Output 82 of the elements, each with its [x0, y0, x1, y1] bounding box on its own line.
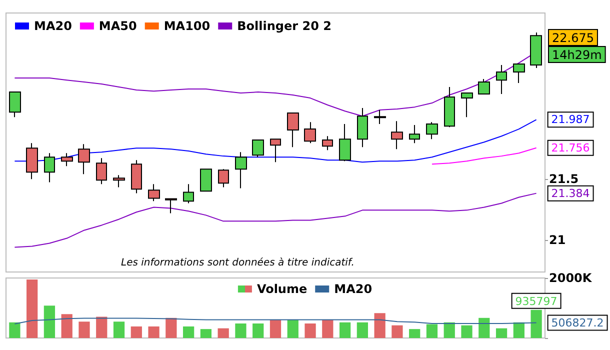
candlestick [200, 168, 212, 192]
bar [409, 329, 420, 338]
y-tick-label: 21 [549, 233, 566, 248]
bar [235, 323, 246, 338]
candlestick [287, 112, 299, 148]
line-series [14, 119, 537, 163]
bar [356, 322, 368, 338]
candlestick [183, 184, 194, 204]
candlestick [357, 108, 368, 148]
legend-label: MA50 [98, 19, 137, 33]
bar [339, 322, 351, 338]
candlestick [252, 140, 264, 158]
line-series [431, 147, 537, 165]
data-label: 21.987 [551, 113, 590, 126]
bar [287, 320, 298, 338]
bar [130, 326, 142, 338]
candlestick [496, 64, 507, 94]
candlestick [339, 124, 351, 162]
legend-label: MA20 [34, 19, 72, 33]
legend-label: Volume [256, 282, 308, 296]
candlestick [304, 122, 316, 144]
bar [478, 318, 490, 338]
bar [322, 320, 334, 338]
candlestick [96, 158, 107, 185]
bar [218, 328, 229, 338]
data-label: 21.384 [551, 186, 590, 200]
bar [78, 322, 90, 338]
bar [61, 314, 72, 338]
bar [513, 322, 524, 338]
text: 14h29m [552, 48, 602, 62]
candlestick [61, 152, 73, 167]
y-tick-label: 2000K [549, 271, 592, 285]
data-label: 935797 [515, 294, 558, 308]
candlestick [374, 110, 386, 125]
line-series [14, 192, 537, 248]
candlestick [530, 32, 542, 68]
bar [252, 323, 264, 338]
bar [270, 320, 282, 338]
bar [183, 326, 194, 338]
bar [496, 328, 508, 338]
candlestick [478, 78, 490, 94]
bar [304, 323, 316, 338]
bar [200, 329, 212, 338]
data-label: 21.756 [551, 141, 590, 154]
data-label: 506827.2 [551, 316, 604, 330]
candlestick [113, 174, 125, 188]
bar [96, 316, 108, 338]
bar [392, 325, 403, 338]
bar [444, 322, 455, 338]
text: 22.675 [552, 31, 594, 45]
bar [113, 322, 125, 338]
bar [374, 313, 386, 338]
candlestick [322, 136, 333, 151]
bar [44, 306, 56, 338]
candlestick [26, 142, 38, 180]
y-tick-label: 21.5 [549, 172, 579, 186]
annotation: Les informations sont données à titre indicatif. [121, 258, 354, 268]
bar [461, 325, 472, 338]
candlestick [270, 138, 281, 163]
candlestick [78, 144, 90, 175]
legend-label: MA20 [334, 282, 372, 296]
candlestick [165, 198, 177, 214]
bar [426, 324, 438, 338]
bar [148, 326, 160, 338]
legend-label: MA100 [164, 19, 210, 33]
candlestick [235, 152, 247, 189]
candlestick [131, 160, 142, 194]
candlestick [409, 124, 420, 144]
bar [530, 310, 542, 338]
candlestick [44, 152, 55, 183]
bar [9, 322, 20, 338]
legend-label: Bollinger 20 2 [237, 19, 332, 33]
candlestick [218, 168, 229, 188]
candlestick [513, 63, 525, 84]
candlestick [426, 122, 438, 140]
candlestick [444, 86, 455, 128]
candlestick [9, 92, 21, 118]
candlestick [461, 92, 473, 118]
candlestick [391, 120, 403, 150]
bar [26, 280, 38, 338]
bar [166, 318, 177, 338]
candlestick [148, 184, 160, 202]
